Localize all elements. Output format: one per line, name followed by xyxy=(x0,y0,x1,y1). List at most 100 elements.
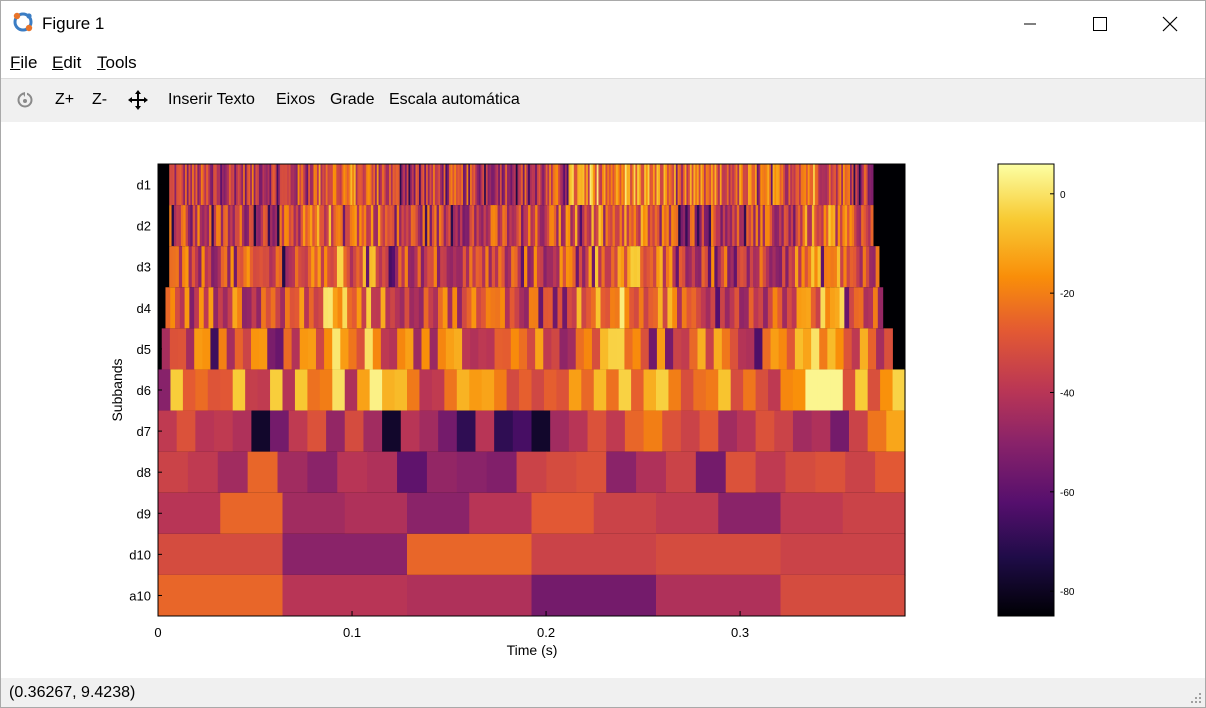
heatmap-cell xyxy=(672,287,678,329)
heatmap-cell xyxy=(531,492,595,535)
heatmap-cell xyxy=(531,369,545,412)
heatmap-cell xyxy=(253,205,257,247)
heatmap-cell xyxy=(438,410,458,453)
heatmap-cell xyxy=(510,328,520,370)
autoscale-button[interactable]: Escala automática xyxy=(389,91,520,108)
menu-file[interactable]: File xyxy=(10,53,38,72)
heatmap-cell xyxy=(617,246,622,288)
heatmap-cell xyxy=(194,287,200,329)
heatmap-cell xyxy=(364,328,374,370)
maximize-button[interactable] xyxy=(1065,1,1135,47)
zoom-out-button[interactable]: Z- xyxy=(92,91,108,108)
minimize-button[interactable] xyxy=(995,1,1065,47)
heatmap-cell xyxy=(668,164,672,206)
heatmap-cell xyxy=(436,205,440,247)
heatmap-cell xyxy=(567,205,571,247)
heatmap-cell xyxy=(220,492,284,535)
heatmap-cell xyxy=(478,164,482,206)
heatmap-cell xyxy=(732,164,735,206)
heatmap-cell xyxy=(811,246,815,288)
heatmap-cell xyxy=(557,287,563,329)
grid-button[interactable]: Grade xyxy=(330,91,375,108)
heatmap-cell xyxy=(617,164,621,206)
heatmap-cell xyxy=(509,287,516,329)
heatmap-cell xyxy=(590,287,597,329)
heatmap-cell xyxy=(251,328,260,370)
heatmap-cell xyxy=(807,164,811,206)
heatmap-cell xyxy=(760,205,764,247)
heatmap-cell xyxy=(443,246,448,288)
heatmap-cell xyxy=(240,246,244,288)
heatmap-cell xyxy=(284,287,291,329)
heatmap-cell xyxy=(288,205,292,247)
heatmap-cell xyxy=(346,246,351,288)
heatmap-cell xyxy=(341,164,344,206)
heatmap-cell xyxy=(725,164,728,206)
heatmap-cell xyxy=(593,492,657,535)
heatmap-cell xyxy=(772,287,779,329)
pan-icon[interactable] xyxy=(127,89,149,111)
heatmap-cell xyxy=(749,246,754,288)
heatmap-cell xyxy=(424,205,428,247)
heatmap-cell xyxy=(803,328,812,370)
heatmap-cell xyxy=(715,287,721,329)
heatmap-cell xyxy=(336,164,339,206)
heatmap-cell xyxy=(833,205,836,247)
heatmap-cell xyxy=(264,164,267,206)
heatmap-cell xyxy=(445,205,449,247)
heatmap-cell xyxy=(514,205,517,247)
menu-edit[interactable]: Edit xyxy=(52,53,82,72)
heatmap-cell xyxy=(736,246,741,288)
heatmap-cell xyxy=(817,246,822,288)
heatmap-cell xyxy=(681,164,684,206)
heatmap-cell xyxy=(246,287,253,329)
heatmap-cell xyxy=(272,246,277,288)
heatmap-cell xyxy=(380,287,386,329)
heatmap-cell xyxy=(853,164,856,206)
heatmap-cell xyxy=(711,205,714,247)
heatmap-cell xyxy=(494,328,504,370)
heatmap-cell xyxy=(616,164,619,206)
heatmap-cell xyxy=(288,246,293,288)
resize-grip-icon[interactable] xyxy=(1190,692,1202,704)
heatmap-cell xyxy=(375,246,380,288)
heatmap-cell xyxy=(868,205,872,247)
plot-area[interactable]: d1 d2 d3 d4 d5 d6 d7 d8 d9 d10 a10 0 0.1 0.2 0.3 Time… xyxy=(1,122,1205,678)
heatmap-cell xyxy=(633,164,636,206)
menu-tools[interactable]: Tools xyxy=(97,53,137,72)
axes-button[interactable]: Eixos xyxy=(276,91,316,108)
zoom-in-button[interactable]: Z+ xyxy=(55,91,75,108)
heatmap-cell xyxy=(566,164,570,206)
close-button[interactable] xyxy=(1135,1,1205,47)
heatmap-cell xyxy=(504,287,511,329)
heatmap-cell xyxy=(584,205,588,247)
heatmap-cell xyxy=(571,287,578,329)
heatmap-cell xyxy=(694,246,699,288)
heatmap-cell xyxy=(452,164,455,206)
heatmap-cell xyxy=(359,246,364,288)
heatmap-cell xyxy=(361,287,367,329)
heatmap-cell xyxy=(484,164,487,206)
heatmap-cell xyxy=(443,205,447,247)
heatmap-cell xyxy=(392,164,395,206)
heatmap-cell xyxy=(755,451,787,494)
heatmap-cell xyxy=(730,164,733,206)
heatmap-cell xyxy=(820,246,825,288)
heatmap-cell xyxy=(605,205,609,247)
heatmap-cell xyxy=(680,410,701,453)
heatmap-cell xyxy=(302,205,306,247)
heatmap-cell xyxy=(480,164,483,206)
heatmap-cell xyxy=(556,205,560,247)
insert-text-button[interactable]: Inserir Texto xyxy=(168,91,255,108)
rotate-icon[interactable] xyxy=(14,89,36,111)
heatmap-cell xyxy=(456,369,470,412)
heatmap-cell xyxy=(373,164,376,206)
heatmap-cell xyxy=(705,369,719,412)
heatmap-cell xyxy=(433,287,439,329)
heatmap-cell xyxy=(440,246,444,288)
heatmap-cell xyxy=(218,205,222,247)
heatmap-cell xyxy=(538,164,541,206)
heatmap-cell xyxy=(431,164,434,206)
heatmap-cell xyxy=(426,164,429,206)
